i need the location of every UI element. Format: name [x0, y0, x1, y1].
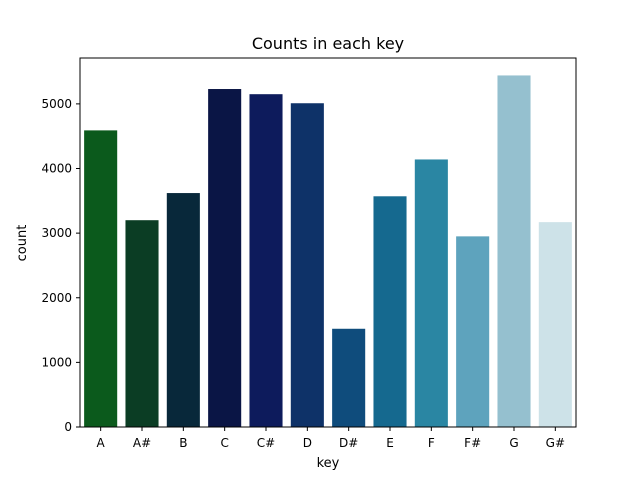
x-tick-label: G#	[546, 436, 565, 450]
bar-f-sharp	[456, 236, 490, 427]
x-tick-label: D	[303, 436, 312, 450]
y-axis-label: count	[15, 225, 30, 262]
chart-title: Counts in each key	[252, 34, 404, 53]
y-tick-label: 0	[64, 420, 72, 434]
bar-b	[166, 193, 200, 427]
x-tick-label: G	[509, 436, 518, 450]
bar-g	[497, 75, 531, 427]
x-tick-label: C#	[257, 436, 275, 450]
bar-c-sharp	[249, 94, 283, 427]
y-tick-label: 2000	[41, 291, 72, 305]
x-axis-ticks: A A# B C C# D D# E F F# G G#	[97, 427, 565, 450]
x-tick-label: B	[179, 436, 187, 450]
bar-d-sharp	[332, 328, 366, 427]
x-tick-label: C	[220, 436, 228, 450]
y-tick-label: 5000	[41, 97, 72, 111]
x-axis-label: key	[317, 456, 340, 471]
y-tick-label: 1000	[41, 355, 72, 369]
x-tick-label: E	[386, 436, 394, 450]
x-tick-label: A	[97, 436, 106, 450]
bar-g-sharp	[538, 222, 572, 427]
x-tick-label: F#	[464, 436, 481, 450]
plot-frame	[79, 57, 577, 428]
bar-c	[208, 89, 242, 428]
x-tick-label: F	[428, 436, 435, 450]
bar-f	[414, 159, 448, 427]
bars-group	[84, 75, 572, 428]
y-axis-ticks: 0 1000 2000 3000 4000 5000	[41, 97, 80, 434]
bar-a-sharp	[125, 220, 159, 427]
y-tick-label: 4000	[41, 162, 72, 176]
x-tick-label: D#	[339, 436, 358, 450]
x-tick-label: A#	[133, 436, 151, 450]
y-tick-label: 3000	[41, 226, 72, 240]
bar-e	[373, 196, 407, 427]
bar-a	[84, 130, 118, 427]
bar-d	[290, 103, 324, 428]
